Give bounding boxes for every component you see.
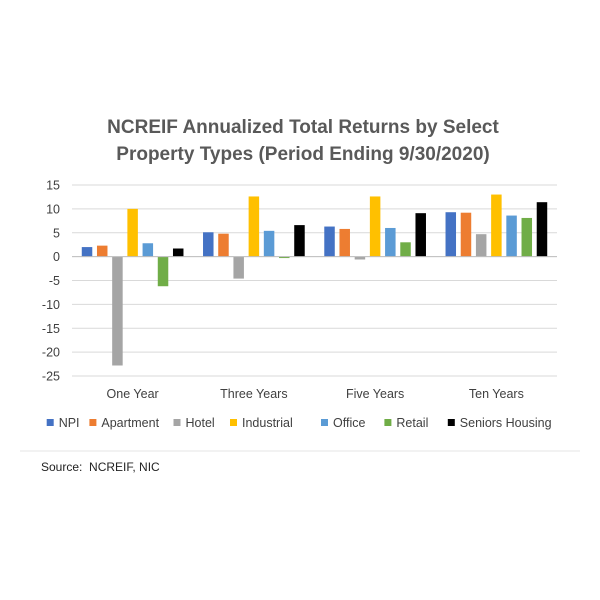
y-tick-label: -5 xyxy=(49,274,60,288)
legend-label: Retail xyxy=(396,416,428,430)
y-tick-label: -20 xyxy=(42,346,60,360)
bar-seniors-housing xyxy=(415,213,426,257)
legend-swatch xyxy=(173,419,181,426)
bar-seniors-housing xyxy=(536,202,548,257)
bar-npi xyxy=(445,212,457,257)
bar-hotel xyxy=(233,256,244,279)
y-axis-tick-labels: 15 10 5 0 -5 -10 -15 -20 -25 xyxy=(42,179,60,384)
legend-label: Seniors Housing xyxy=(460,416,552,430)
y-tick-label: -10 xyxy=(42,298,60,312)
bar-hotel xyxy=(112,256,123,366)
bar-retail xyxy=(279,256,290,259)
legend-label: Industrial xyxy=(242,416,293,430)
x-axis-category-labels: One Year Three Years Five Years Ten Years xyxy=(107,387,524,401)
bar-retail xyxy=(400,242,411,257)
bar-npi xyxy=(81,247,93,257)
legend-swatch xyxy=(230,419,237,426)
bar-apartment xyxy=(96,245,108,257)
y-tick-label: 10 xyxy=(46,202,60,216)
y-tick-label: 5 xyxy=(53,226,60,240)
x-category-label: Ten Years xyxy=(469,387,524,401)
chart-title-line-2: Property Types (Period Ending 9/30/2020) xyxy=(116,144,489,165)
legend-swatch xyxy=(447,419,455,426)
x-category-label: One Year xyxy=(107,387,159,401)
legend: NPI Apartment Hotel Industrial Office Retail S… xyxy=(46,416,552,430)
bar-hotel xyxy=(475,234,487,257)
source-note: Source: NCREIF, NIC xyxy=(41,460,160,474)
bar-apartment xyxy=(460,212,472,257)
legend-swatch xyxy=(321,419,328,426)
bar-npi xyxy=(324,226,335,257)
chart-title-line-1: NCREIF Annualized Total Returns by Selec… xyxy=(107,117,499,138)
bar-seniors-housing xyxy=(294,225,305,257)
bar-industrial xyxy=(369,196,381,257)
bar-hotel xyxy=(354,256,366,260)
bar-industrial xyxy=(491,194,502,257)
bar-apartment xyxy=(339,228,350,257)
bar-npi xyxy=(203,232,214,257)
bar-retail xyxy=(521,217,533,257)
bar-industrial xyxy=(127,208,138,257)
bars xyxy=(81,194,548,366)
bar-industrial xyxy=(248,196,260,257)
y-tick-label: 0 xyxy=(53,250,60,264)
legend-swatch xyxy=(46,419,54,426)
bar-seniors-housing xyxy=(172,248,184,257)
legend-label: Hotel xyxy=(186,416,215,430)
y-tick-label: -15 xyxy=(42,322,60,336)
bar-office xyxy=(263,230,275,257)
bar-apartment xyxy=(218,233,229,257)
y-tick-label: -25 xyxy=(42,370,60,384)
legend-swatch xyxy=(384,419,392,426)
legend-swatch xyxy=(89,419,97,426)
bar-office xyxy=(506,215,517,257)
x-category-label: Five Years xyxy=(346,387,404,401)
legend-label: NPI xyxy=(59,416,80,430)
legend-label: Office xyxy=(333,416,365,430)
bar-retail xyxy=(157,256,169,287)
bar-office xyxy=(385,227,396,257)
bar-office xyxy=(142,243,154,257)
legend-label: Apartment xyxy=(101,416,159,430)
x-category-label: Three Years xyxy=(220,387,287,401)
y-tick-label: 15 xyxy=(46,179,60,193)
